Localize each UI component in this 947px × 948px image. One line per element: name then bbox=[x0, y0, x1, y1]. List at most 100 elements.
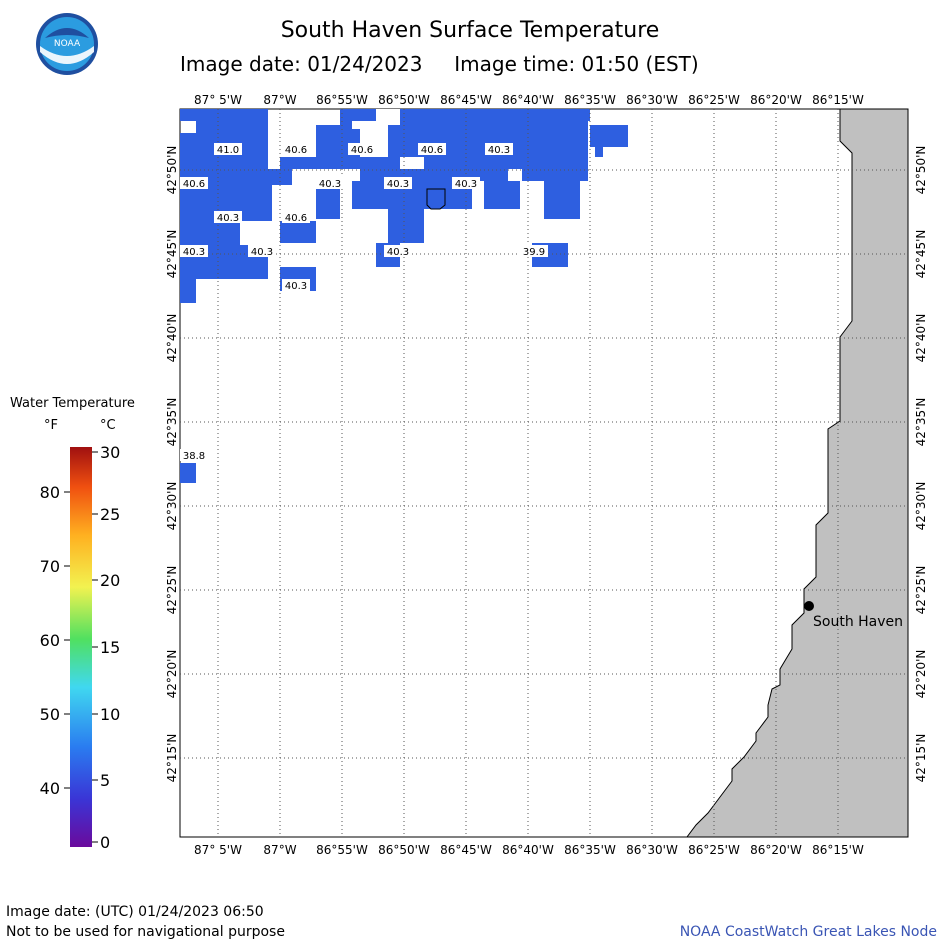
latitude-label: 42°20'N bbox=[914, 650, 928, 699]
longitude-label: 86°40'W bbox=[502, 843, 554, 857]
longitude-label: 86°30'W bbox=[626, 93, 678, 107]
longitude-label: 86°40'W bbox=[502, 93, 554, 107]
longitude-label: 86°30'W bbox=[626, 843, 678, 857]
temperature-label-box bbox=[520, 245, 548, 257]
longitude-label: 87°W bbox=[263, 93, 296, 107]
latitude-label: 42°40'N bbox=[914, 314, 928, 363]
island-outline bbox=[426, 188, 446, 210]
longitude-label: 86°15'W bbox=[812, 843, 864, 857]
longitude-label: 86°35'W bbox=[564, 843, 616, 857]
temperature-label-box bbox=[180, 245, 208, 257]
temperature-label: 40.3 bbox=[387, 247, 409, 258]
temperature-label: 38.8 bbox=[183, 451, 205, 462]
temperature-label-box bbox=[282, 211, 310, 223]
temperature-label: 40.3 bbox=[387, 179, 409, 190]
longitude-label: 86°45'W bbox=[440, 843, 492, 857]
latitude-label: 42°50'N bbox=[165, 146, 179, 195]
legend-tick-label-f: 60 bbox=[40, 631, 60, 650]
latitude-label: 42°25'N bbox=[914, 566, 928, 615]
latitude-label: 42°50'N bbox=[914, 146, 928, 195]
latitude-label: 42°25'N bbox=[165, 566, 179, 615]
longitude-label: 86°55'W bbox=[316, 93, 368, 107]
legend-tick-label-c: 10 bbox=[100, 705, 120, 724]
legend-tick-label-f: 80 bbox=[40, 483, 60, 502]
temperature-label: 40.6 bbox=[421, 145, 443, 156]
temperature-label: 40.3 bbox=[251, 247, 273, 258]
temperature-label: 41.0 bbox=[217, 145, 239, 156]
temperature-label: 40.3 bbox=[217, 213, 239, 224]
city-marker bbox=[804, 601, 814, 611]
legend-unit-f: °F bbox=[44, 418, 58, 433]
legend-tick-label-c: 25 bbox=[100, 505, 120, 524]
longitude-label: 86°50'W bbox=[378, 843, 430, 857]
noaa-logo: NOAA bbox=[36, 13, 98, 75]
latitude-label: 42°15'N bbox=[165, 734, 179, 783]
longitude-labels-top: 87° 5'W 87°W 86°55'W 86°50'W 86°45'W 86°40'W 8… bbox=[194, 93, 864, 107]
footer-disclaimer: Not to be used for navigational purpose bbox=[6, 924, 285, 940]
image-date-time: Image date: 01/24/2023 Image time: 01:50… bbox=[180, 52, 780, 76]
latitude-label: 42°30'N bbox=[165, 482, 179, 531]
legend-tick-label-c: 15 bbox=[100, 638, 120, 657]
temperature-label: 40.3 bbox=[488, 145, 510, 156]
footer-utc-date: Image date: (UTC) 01/24/2023 06:50 bbox=[6, 904, 264, 920]
temperature-label-box bbox=[180, 177, 208, 189]
longitude-labels-bottom: 87° 5'W 87°W 86°55'W 86°50'W 86°45'W 86°40'W 8… bbox=[194, 843, 864, 857]
longitude-label: 87° 5'W bbox=[194, 93, 242, 107]
longitude-label: 87°W bbox=[263, 843, 296, 857]
legend-tick-label-c: 0 bbox=[100, 833, 110, 852]
temperature-label: 40.6 bbox=[285, 145, 307, 156]
longitude-label: 86°20'W bbox=[750, 93, 802, 107]
longitude-label: 86°25'W bbox=[688, 843, 740, 857]
legend-unit-c: °C bbox=[100, 418, 116, 433]
longitude-label: 86°50'W bbox=[378, 93, 430, 107]
temperature-label-box bbox=[418, 143, 446, 155]
longitude-label: 86°55'W bbox=[316, 843, 368, 857]
latitude-label: 42°35'N bbox=[914, 398, 928, 447]
land-michigan bbox=[686, 108, 909, 838]
temperature-label-box bbox=[452, 177, 480, 189]
legend-tick-label-f: 40 bbox=[40, 779, 60, 798]
legend-title: Water Temperature bbox=[10, 396, 135, 411]
latitude-label: 42°15'N bbox=[914, 734, 928, 783]
longitude-label: 86°45'W bbox=[440, 93, 492, 107]
footer-credit: NOAA CoastWatch Great Lakes Node bbox=[679, 924, 937, 940]
temperature-label: 40.6 bbox=[351, 145, 373, 156]
latitude-label: 42°45'N bbox=[165, 230, 179, 279]
longitude-label: 86°35'W bbox=[564, 93, 616, 107]
temperature-label: 40.3 bbox=[455, 179, 477, 190]
temperature-label-box bbox=[348, 143, 376, 155]
latitude-label: 42°30'N bbox=[914, 482, 928, 531]
legend-tick-label-c: 30 bbox=[100, 443, 120, 462]
temperature-label-box bbox=[214, 211, 242, 223]
temperature-label-box bbox=[384, 177, 412, 189]
temperature-label-box bbox=[282, 143, 310, 155]
latitude-labels-left: 42°50'N 42°45'N 42°40'N 42°35'N 42°30'N 42°25… bbox=[165, 146, 179, 783]
image-date: Image date: 01/24/2023 bbox=[180, 52, 423, 76]
longitude-label: 87° 5'W bbox=[194, 843, 242, 857]
temperature-label-box bbox=[316, 177, 344, 189]
legend-color-bar bbox=[70, 447, 92, 847]
temperature-label: 40.3 bbox=[285, 281, 307, 292]
map-title: South Haven Surface Temperature bbox=[280, 18, 660, 43]
image-time: Image time: 01:50 (EST) bbox=[454, 52, 699, 76]
temperature-label-box bbox=[485, 143, 513, 155]
logo-text: NOAA bbox=[54, 39, 81, 49]
temperature-label: 40.3 bbox=[319, 179, 341, 190]
longitude-label: 86°25'W bbox=[688, 93, 740, 107]
temperature-label: 40.3 bbox=[183, 247, 205, 258]
legend-tick-label-c: 20 bbox=[100, 571, 120, 590]
temperature-label: 39.9 bbox=[523, 247, 545, 258]
temperature-label: 40.6 bbox=[285, 213, 307, 224]
latitude-label: 42°40'N bbox=[165, 314, 179, 363]
temperature-label-box bbox=[248, 245, 276, 257]
legend-tick-label-f: 70 bbox=[40, 557, 60, 576]
legend-tick-label-f: 50 bbox=[40, 705, 60, 724]
legend-tick-label-c: 5 bbox=[100, 771, 110, 790]
longitude-label: 86°20'W bbox=[750, 843, 802, 857]
temperature-label-box bbox=[180, 449, 208, 461]
latitude-label: 42°35'N bbox=[165, 398, 179, 447]
latitude-label: 42°45'N bbox=[914, 230, 928, 279]
